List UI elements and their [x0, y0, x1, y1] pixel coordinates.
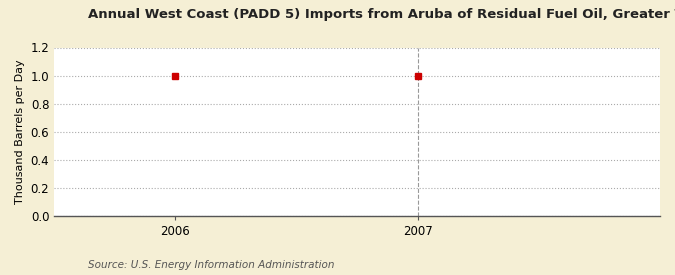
- Text: Annual West Coast (PADD 5) Imports from Aruba of Residual Fuel Oil, Greater Than: Annual West Coast (PADD 5) Imports from …: [88, 8, 675, 21]
- Y-axis label: Thousand Barrels per Day: Thousand Barrels per Day: [15, 59, 25, 204]
- Text: Source: U.S. Energy Information Administration: Source: U.S. Energy Information Administ…: [88, 260, 334, 270]
